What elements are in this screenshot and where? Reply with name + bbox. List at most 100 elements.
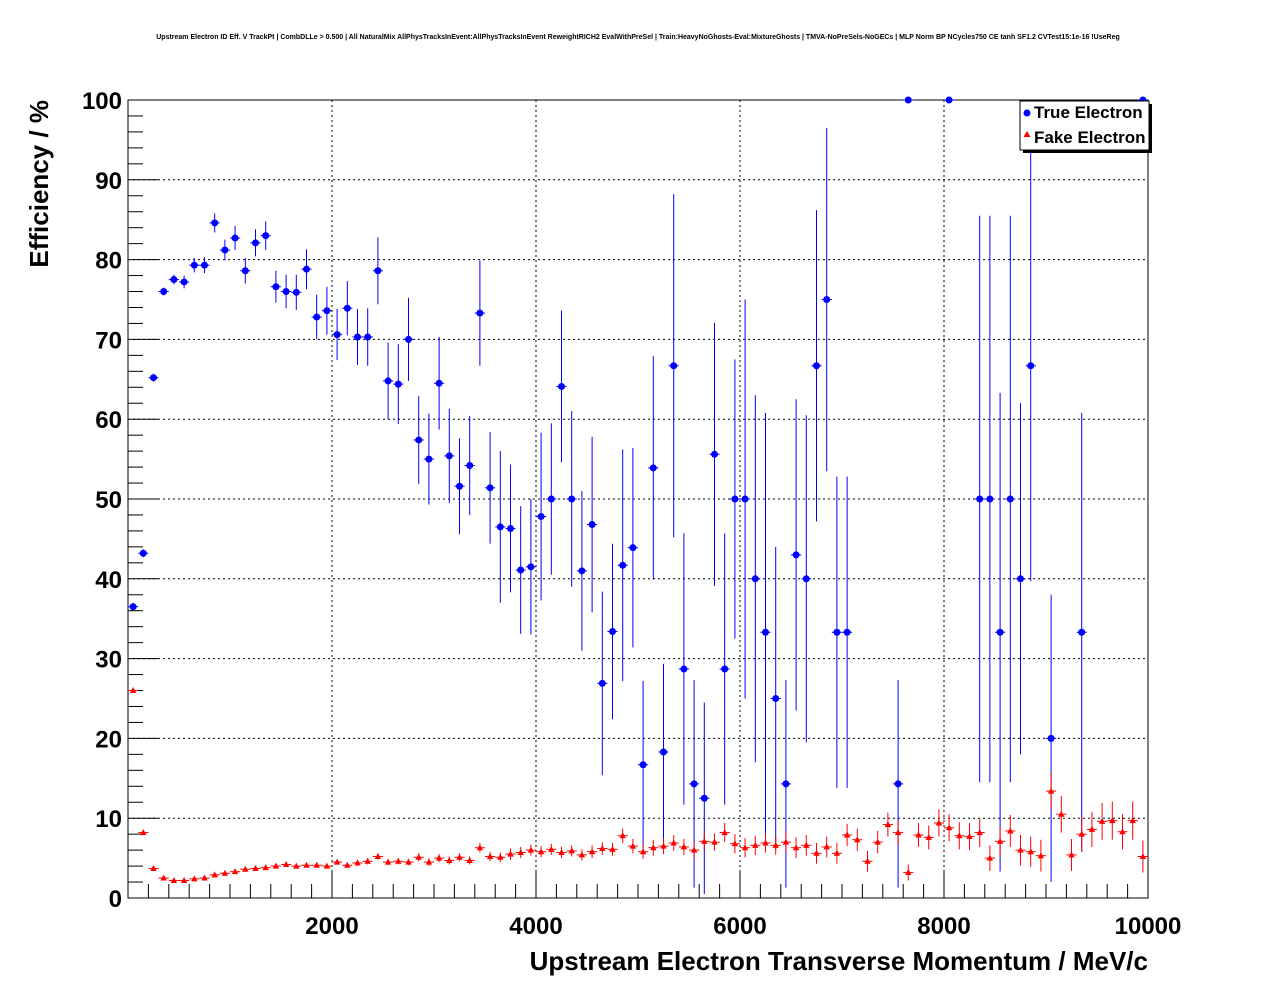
data-point bbox=[609, 627, 616, 635]
data-point bbox=[201, 261, 208, 269]
data-point bbox=[762, 839, 769, 846]
data-point bbox=[547, 495, 555, 503]
data-point bbox=[935, 819, 943, 826]
data-point bbox=[527, 846, 535, 853]
data-point bbox=[354, 859, 361, 866]
data-point bbox=[415, 853, 422, 860]
data-point bbox=[833, 628, 841, 636]
y-axis-label: Efficiency / % bbox=[24, 100, 54, 268]
data-point bbox=[221, 246, 229, 254]
data-point bbox=[323, 307, 331, 315]
data-point bbox=[476, 309, 484, 317]
data-point bbox=[802, 575, 810, 583]
data-point bbox=[945, 824, 953, 831]
data-point bbox=[374, 853, 382, 860]
chart-title: Upstream Electron ID Eff. V TrackPt | Co… bbox=[156, 34, 1120, 41]
data-point bbox=[599, 845, 606, 852]
data-point bbox=[1006, 495, 1014, 503]
data-point bbox=[690, 846, 698, 853]
data-point bbox=[792, 551, 800, 559]
data-point bbox=[466, 461, 474, 469]
data-point bbox=[741, 495, 749, 503]
data-point bbox=[558, 382, 565, 390]
data-point bbox=[874, 838, 881, 845]
data-point bbox=[680, 665, 688, 673]
data-point bbox=[435, 379, 443, 387]
data-point bbox=[537, 848, 545, 855]
y-tick-label: 70 bbox=[95, 327, 122, 354]
data-point bbox=[619, 832, 626, 839]
data-point bbox=[384, 377, 392, 385]
data-point bbox=[884, 821, 892, 828]
y-tick-label: 20 bbox=[95, 726, 122, 753]
data-point bbox=[904, 96, 912, 104]
data-point bbox=[262, 232, 270, 240]
data-point bbox=[588, 848, 596, 855]
x-tick-label: 2000 bbox=[305, 913, 358, 940]
y-tick-label: 0 bbox=[109, 886, 122, 913]
data-point bbox=[425, 455, 433, 463]
data-point bbox=[252, 864, 259, 871]
data-point bbox=[405, 335, 412, 343]
data-point bbox=[517, 566, 525, 574]
data-point bbox=[711, 450, 718, 458]
data-point bbox=[1007, 827, 1014, 834]
data-point bbox=[1037, 852, 1045, 859]
y-tick-label: 100 bbox=[82, 88, 122, 115]
data-point bbox=[507, 850, 514, 857]
data-point bbox=[660, 748, 667, 756]
data-point bbox=[150, 374, 157, 382]
x-tick-label: 10000 bbox=[1115, 913, 1182, 940]
data-point bbox=[792, 844, 800, 851]
data-point bbox=[741, 844, 749, 851]
data-point bbox=[731, 495, 739, 503]
data-point bbox=[517, 849, 524, 856]
data-point bbox=[262, 864, 269, 871]
y-tick-label: 10 bbox=[95, 806, 122, 833]
data-point bbox=[313, 313, 321, 321]
data-point bbox=[813, 362, 820, 370]
data-point bbox=[384, 858, 392, 865]
data-point bbox=[1129, 817, 1136, 824]
legend-label-fake-electron: Fake Electron bbox=[1034, 128, 1146, 147]
data-point bbox=[140, 829, 147, 836]
data-point bbox=[343, 304, 351, 312]
data-point bbox=[609, 845, 616, 852]
data-point bbox=[1078, 628, 1086, 636]
data-point bbox=[782, 780, 790, 788]
data-point bbox=[629, 544, 637, 552]
x-axis-label: Upstream Electron Transverse Momentum / … bbox=[530, 946, 1148, 976]
data-point bbox=[313, 861, 320, 868]
data-point bbox=[252, 239, 259, 247]
data-point bbox=[445, 452, 453, 460]
data-point bbox=[1119, 828, 1126, 835]
data-point bbox=[782, 838, 790, 845]
data-point bbox=[282, 860, 290, 867]
data-point bbox=[364, 857, 371, 864]
data-point bbox=[752, 841, 759, 848]
data-point bbox=[537, 513, 545, 521]
data-point bbox=[170, 276, 178, 284]
data-point bbox=[1068, 851, 1075, 858]
data-point bbox=[690, 780, 698, 788]
legend-label-true-electron: True Electron bbox=[1034, 103, 1143, 122]
data-point bbox=[333, 331, 341, 339]
data-point bbox=[588, 521, 596, 529]
data-point bbox=[649, 464, 657, 472]
data-point bbox=[139, 549, 147, 557]
data-point bbox=[1017, 846, 1024, 853]
data-point bbox=[996, 628, 1004, 636]
data-point bbox=[976, 829, 983, 836]
data-point bbox=[394, 380, 402, 388]
data-point bbox=[160, 874, 167, 881]
legend-box bbox=[1019, 100, 1150, 151]
data-point bbox=[639, 848, 647, 855]
series-true-electron bbox=[128, 96, 1148, 895]
data-point bbox=[211, 219, 219, 227]
data-point bbox=[293, 862, 300, 869]
data-point bbox=[996, 837, 1004, 844]
data-point bbox=[160, 288, 168, 296]
data-point bbox=[986, 854, 994, 861]
axis-tick-labels: 2000 4000 6000 8000 10000 0 10 20 30 40 50 60 70 80 90… bbox=[82, 88, 1181, 940]
